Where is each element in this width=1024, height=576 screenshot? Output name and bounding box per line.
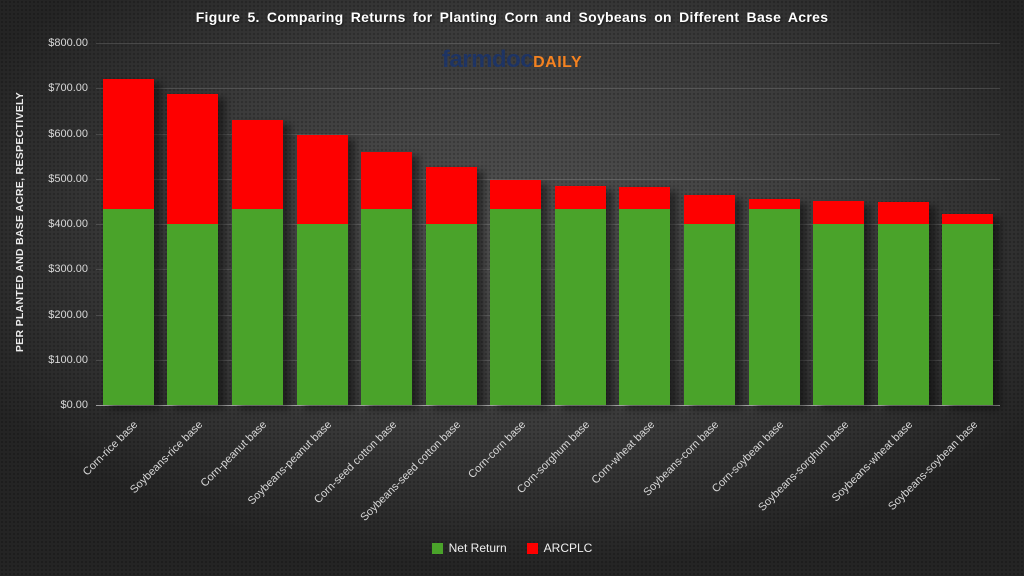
bar-segment-net-return: [813, 224, 865, 405]
bar-segment-net-return: [490, 209, 542, 405]
x-axis-label: Corn-rice base: [81, 418, 141, 479]
bar-segment-arcplc: [942, 214, 994, 224]
legend-item-net-return: Net Return: [431, 541, 507, 555]
y-tick-label: $300.00: [48, 263, 88, 276]
bar-segment-arcplc: [748, 199, 800, 210]
bar-soybeans-peanut-base: [296, 134, 348, 405]
gridline: [96, 269, 1000, 271]
bar-segment-arcplc: [554, 186, 606, 210]
bar-segment-arcplc: [619, 186, 671, 210]
y-tick-label: $800.00: [48, 37, 88, 49]
x-axis-label: Soybeans-peanut base: [245, 418, 335, 508]
bar-segment-arcplc: [167, 94, 219, 224]
x-axis-label: Corn-wheat base: [589, 418, 658, 487]
bar-segment-arcplc: [490, 179, 542, 210]
bar-segment-net-return: [619, 209, 671, 405]
x-axis-label: Soybeans-soybean base: [885, 418, 980, 513]
bar-segment-net-return: [361, 209, 413, 405]
bar-soybeans-rice-base: [167, 94, 219, 405]
legend: Net Return ARCPLC: [0, 541, 1024, 555]
gridline: [96, 224, 1000, 225]
bar-segment-net-return: [748, 209, 800, 405]
gridline: [96, 359, 1000, 361]
gridline: [96, 133, 1000, 135]
bar-segment-arcplc: [425, 166, 477, 224]
y-tick-label: $600.00: [48, 127, 88, 140]
bar-soybeans-corn-base: [683, 194, 735, 405]
bar-soybeans-wheat-base: [877, 201, 929, 405]
y-tick-label: $100.00: [48, 353, 88, 366]
x-axis-label: Corn-soybean base: [709, 418, 787, 496]
bar-segment-net-return: [167, 223, 219, 405]
chart-title: Figure 5. Comparing Returns for Planting…: [195, 9, 829, 25]
bar-corn-corn-base: [490, 179, 542, 405]
farmdoc-logo-suffix: DAILY: [533, 54, 583, 71]
gridline: [96, 43, 1000, 44]
bar-segment-arcplc: [102, 79, 154, 210]
bar-corn-wheat-base: [619, 186, 671, 405]
y-tick-label: $700.00: [48, 82, 88, 95]
bar-soybeans-sorghum-base: [813, 201, 865, 405]
bar-segment-net-return: [425, 223, 477, 405]
farmdoc-logo: farmdocDAILY: [0, 46, 1024, 74]
bar-corn-rice-base: [102, 79, 154, 405]
legend-swatch-net-return: [431, 542, 443, 554]
bar-segment-arcplc: [361, 151, 413, 210]
bar-segment-net-return: [296, 223, 348, 405]
bar-soybeans-soybean-base: [942, 214, 994, 405]
bar-segment-arcplc: [877, 201, 929, 224]
bar-segment-net-return: [231, 209, 283, 405]
bar-corn-seed-cotton-base: [361, 151, 413, 405]
bar-corn-sorghum-base: [554, 186, 606, 405]
x-axis-label: Soybeans-corn base: [641, 418, 722, 499]
bar-soybeans-seed-cotton-base: [425, 166, 477, 405]
y-tick-label: $0.00: [60, 399, 88, 411]
farmdoc-logo-brand: farmdoc: [441, 46, 534, 73]
legend-label: Net Return: [448, 541, 507, 555]
gridline: [96, 178, 1000, 180]
gridline: [96, 314, 1000, 316]
bar-segment-arcplc: [296, 134, 348, 224]
bar-corn-soybean-base: [748, 199, 800, 405]
bar-segment-net-return: [554, 209, 606, 405]
x-axis-label: Corn-seed cotton base: [311, 418, 399, 506]
x-axis-label: Corn-sorghum base: [515, 418, 593, 496]
x-axis-label: Soybeans-wheat base: [829, 418, 916, 505]
bar-corn-peanut-base: [231, 119, 283, 405]
x-axis-label: Corn-corn base: [465, 418, 528, 481]
x-axis-label: Soybeans-rice base: [127, 418, 206, 496]
x-axis-line: [96, 405, 1000, 406]
x-axis-label: Soybeans-seed cotton base: [358, 418, 464, 524]
bar-segment-net-return: [877, 223, 929, 405]
legend-label: ARCPLC: [543, 541, 593, 555]
bar-segment-arcplc: [813, 201, 865, 224]
y-tick-label: $200.00: [48, 308, 88, 321]
gridline: [96, 88, 1000, 90]
bar-segment-arcplc: [683, 194, 735, 224]
bar-segment-arcplc: [231, 119, 283, 210]
bar-segment-net-return: [942, 223, 994, 405]
y-tick-label: $500.00: [48, 172, 88, 185]
y-tick-label: $400.00: [48, 218, 88, 230]
x-axis-label: Corn-peanut base: [198, 418, 270, 490]
bar-segment-net-return: [102, 209, 154, 405]
legend-item-arcplc: ARCPLC: [526, 541, 593, 555]
legend-swatch-arcplc: [526, 542, 538, 554]
bar-segment-net-return: [683, 223, 735, 405]
x-axis-label: Soybeans-sorghum base: [755, 418, 851, 514]
